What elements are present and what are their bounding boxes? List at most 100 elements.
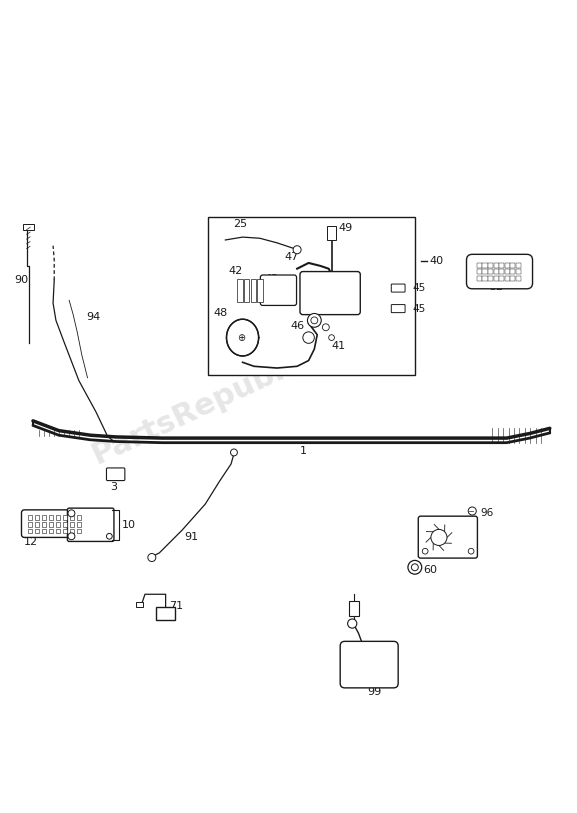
Bar	[493, 263, 499, 268]
Text: 48: 48	[213, 308, 228, 318]
Bar	[493, 276, 499, 280]
Circle shape	[107, 533, 112, 539]
Text: 45: 45	[412, 303, 425, 314]
Circle shape	[230, 449, 237, 456]
Bar	[516, 276, 521, 280]
Circle shape	[303, 332, 314, 343]
Circle shape	[411, 564, 418, 571]
Bar	[42, 515, 46, 520]
Circle shape	[308, 314, 321, 328]
FancyBboxPatch shape	[68, 508, 114, 541]
Text: 1: 1	[299, 446, 306, 455]
Text: 46: 46	[290, 321, 304, 331]
FancyBboxPatch shape	[260, 275, 297, 306]
Bar	[23, 224, 33, 229]
Bar	[63, 515, 68, 520]
Bar	[510, 263, 515, 268]
Bar	[63, 522, 68, 527]
Bar	[488, 269, 493, 275]
FancyBboxPatch shape	[418, 516, 477, 558]
FancyBboxPatch shape	[107, 468, 125, 480]
Bar	[35, 528, 39, 533]
Bar	[516, 269, 521, 275]
Bar	[48, 528, 53, 533]
Bar	[477, 269, 482, 275]
Circle shape	[311, 317, 318, 324]
Text: 45: 45	[412, 283, 425, 293]
Text: 40: 40	[429, 256, 443, 266]
Bar	[56, 528, 60, 533]
Bar	[510, 276, 515, 280]
Circle shape	[68, 510, 75, 517]
Bar	[28, 528, 32, 533]
Text: 42: 42	[228, 267, 243, 276]
Circle shape	[329, 335, 335, 341]
Circle shape	[422, 548, 428, 554]
Bar	[257, 279, 263, 302]
Text: 61: 61	[434, 533, 447, 542]
FancyBboxPatch shape	[391, 305, 405, 313]
Circle shape	[323, 324, 329, 331]
FancyBboxPatch shape	[300, 272, 360, 315]
Bar	[505, 269, 510, 275]
Text: 99: 99	[368, 687, 382, 697]
Text: ⊕: ⊕	[237, 333, 245, 342]
Bar	[63, 528, 68, 533]
Circle shape	[408, 560, 422, 574]
Bar	[477, 263, 482, 268]
Bar	[28, 522, 32, 527]
Text: 41: 41	[332, 341, 346, 351]
Bar	[488, 276, 493, 280]
Bar	[136, 602, 143, 607]
Text: 49: 49	[339, 224, 353, 233]
Bar	[349, 601, 359, 616]
Text: 47: 47	[284, 252, 298, 262]
Circle shape	[431, 529, 447, 546]
Bar	[499, 269, 504, 275]
Bar	[482, 263, 488, 268]
FancyBboxPatch shape	[467, 254, 533, 289]
Text: 60: 60	[424, 565, 437, 575]
Bar	[70, 522, 74, 527]
Bar	[42, 522, 46, 527]
Bar	[237, 279, 242, 302]
Circle shape	[148, 554, 156, 562]
Text: 10: 10	[122, 520, 136, 530]
Bar	[482, 276, 488, 280]
Bar	[488, 263, 493, 268]
Bar	[477, 276, 482, 280]
Bar	[243, 279, 249, 302]
Bar	[499, 263, 504, 268]
Bar	[56, 522, 60, 527]
Bar	[482, 269, 488, 275]
Text: 3: 3	[110, 482, 118, 492]
Circle shape	[348, 619, 357, 628]
Bar	[77, 522, 81, 527]
Bar	[156, 607, 175, 620]
Polygon shape	[227, 320, 258, 356]
Bar	[35, 522, 39, 527]
Bar	[77, 515, 81, 520]
Bar	[77, 528, 81, 533]
FancyBboxPatch shape	[391, 284, 405, 292]
Text: 96: 96	[481, 508, 494, 518]
Bar	[35, 515, 39, 520]
Text: PartsRepublik: PartsRepublik	[87, 342, 317, 471]
FancyBboxPatch shape	[21, 510, 85, 537]
Text: 90: 90	[14, 275, 28, 285]
Text: 94: 94	[87, 312, 100, 323]
Text: 25: 25	[233, 219, 247, 228]
Text: 12: 12	[24, 537, 38, 547]
Bar	[42, 528, 46, 533]
Text: 43: 43	[264, 274, 278, 284]
Text: 71: 71	[170, 602, 183, 611]
Bar	[70, 528, 74, 533]
Bar	[250, 279, 256, 302]
Bar	[208, 217, 415, 375]
Bar	[70, 515, 74, 520]
Text: 52: 52	[489, 282, 503, 292]
Bar	[510, 269, 515, 275]
Circle shape	[468, 507, 476, 515]
Bar	[327, 226, 336, 240]
Text: 91: 91	[184, 533, 198, 542]
